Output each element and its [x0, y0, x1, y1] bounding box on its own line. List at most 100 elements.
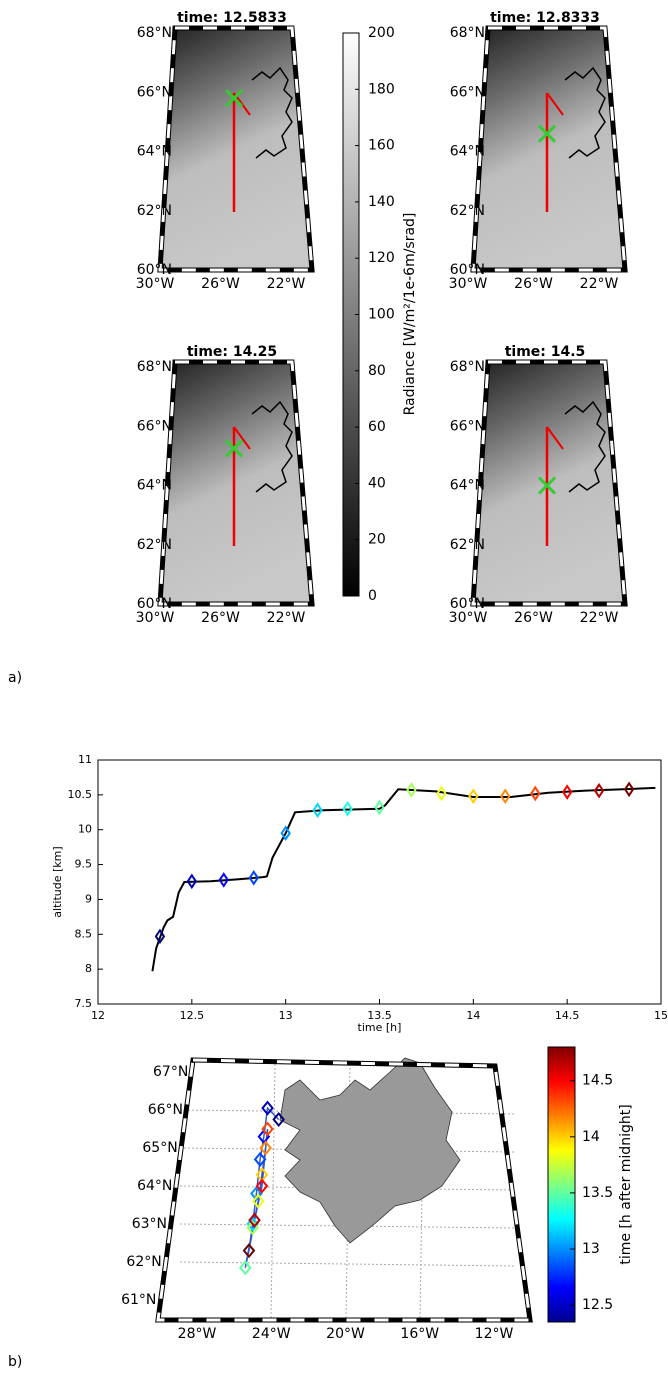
- y-tick-label: 10.5: [68, 788, 93, 801]
- map-frame: [158, 360, 314, 606]
- colorbar-tick-label: 13: [582, 1241, 600, 1257]
- lat-label: 60°N: [137, 262, 172, 278]
- x-tick-label: 12.5: [180, 1009, 205, 1022]
- lon-label: 30°W: [136, 610, 175, 626]
- flight-track: [546, 426, 564, 450]
- lon-label: 26°W: [201, 276, 240, 292]
- map-frame: [156, 1058, 532, 1322]
- lat-label: 64°N: [137, 144, 172, 160]
- time-marker: [623, 781, 635, 798]
- panel-title: time: 14.25: [187, 344, 277, 360]
- colorbar-tick-label: 14: [582, 1129, 600, 1145]
- track-marker: [246, 1216, 259, 1232]
- y-tick-label: 10: [78, 823, 92, 836]
- x-tick-label: 13: [279, 1009, 293, 1022]
- lon-label: 26°W: [514, 276, 553, 292]
- x-tick-label: 14: [466, 1009, 480, 1022]
- lon-label: 30°W: [449, 610, 488, 626]
- coastline: [251, 66, 293, 159]
- lon-label: 22°W: [267, 610, 306, 626]
- lat-label: 61°N: [121, 1292, 156, 1308]
- track-marker: [261, 1100, 274, 1116]
- lon-label: 20°W: [326, 1326, 365, 1342]
- time-marker: [154, 928, 166, 945]
- panel-title: time: 12.8333: [490, 10, 600, 26]
- time-marker: [436, 785, 447, 802]
- aircraft-marker: [537, 124, 557, 143]
- colorbar-tick-label: 40: [368, 475, 386, 491]
- aircraft-marker: [537, 476, 557, 495]
- satellite-image: [160, 362, 312, 604]
- colorbar-tick-label: 60: [368, 419, 386, 435]
- track-marker: [259, 1140, 272, 1156]
- panel-title: time: 14.5: [505, 344, 586, 360]
- lat-label: 60°N: [450, 596, 485, 612]
- panel-label: b): [8, 1354, 22, 1370]
- lat-label: 62°N: [137, 203, 172, 219]
- y-tick-label: 7.5: [75, 997, 93, 1010]
- aircraft-marker: [224, 439, 244, 458]
- track-marker: [261, 1121, 274, 1137]
- lat-label: 63°N: [132, 1216, 167, 1232]
- colorbar-tick-label: 100: [368, 307, 395, 323]
- time-marker: [530, 785, 541, 802]
- lat-label: 68°N: [137, 25, 172, 41]
- colorbar-tick-label: 12.5: [582, 1297, 613, 1313]
- time-marker: [312, 802, 323, 818]
- time-marker: [280, 825, 291, 842]
- lon-label: 22°W: [580, 610, 619, 626]
- colorbar-tick-label: 120: [368, 250, 395, 266]
- colorbar: [547, 1046, 576, 1323]
- lat-label: 67°N: [153, 1064, 188, 1080]
- lat-label: 64°N: [137, 478, 172, 494]
- track-marker: [238, 1260, 252, 1276]
- map-frame: [158, 26, 314, 272]
- lat-label: 62°N: [137, 537, 172, 553]
- colorbar-label: Radiance [W/m²/1e-6m/srad]: [402, 213, 418, 416]
- lon-label: 30°W: [449, 276, 488, 292]
- time-marker: [374, 799, 385, 816]
- colorbar-label: time [h after midnight]: [618, 1104, 634, 1264]
- x-tick-label: 14.5: [555, 1009, 580, 1022]
- colorbar-tick-label: 180: [368, 81, 395, 97]
- lat-label: 60°N: [137, 596, 172, 612]
- time-marker: [593, 782, 605, 799]
- track-marker: [255, 1178, 269, 1194]
- y-tick-label: 8: [85, 962, 92, 975]
- map-panel: time: 12.8333 68°N 66°N 64°N 62°N 60°N30°W 26°…: [449, 10, 628, 292]
- map-frame: [471, 26, 627, 272]
- colorbar-tick-label: 20: [368, 532, 386, 548]
- time-marker: [468, 788, 479, 805]
- lon-label: 28°W: [178, 1326, 217, 1342]
- colorbar-tick-label: 140: [368, 194, 395, 210]
- map-panel: time: 14.5 68°N 66°N 64°N 62°N 60°N30°W 26°W 22…: [449, 344, 628, 626]
- track-marker: [272, 1111, 285, 1128]
- colorbar-tick-label: 200: [368, 25, 395, 41]
- map-panel: time: 14.25 68°N 66°N 64°N 62°N 60°N30°W 26°W 2…: [136, 344, 315, 626]
- coastline: [564, 400, 606, 493]
- track-marker: [251, 1193, 265, 1209]
- panel-title: time: 12.5833: [177, 10, 287, 26]
- flight-track: [233, 426, 251, 450]
- colorbar-tick-label: 0: [368, 588, 377, 604]
- lat-label: 65°N: [142, 1140, 177, 1156]
- time-marker: [218, 872, 229, 888]
- lat-label: 66°N: [137, 418, 172, 434]
- satellite-image: [160, 28, 312, 270]
- coastline: [251, 400, 293, 493]
- map-frame: [471, 360, 627, 606]
- flight-track: [546, 92, 564, 116]
- colorbar-tick-label: 160: [368, 138, 395, 154]
- lat-label: 66°N: [450, 418, 485, 434]
- aircraft-marker: [224, 89, 244, 108]
- coastline: [564, 66, 606, 159]
- lon-label: 26°W: [201, 610, 240, 626]
- lat-label: 68°N: [137, 359, 172, 375]
- time-marker: [248, 870, 259, 886]
- x-axis-label: time [h]: [358, 1021, 402, 1034]
- y-tick-label: 8.5: [75, 927, 93, 940]
- time-marker: [406, 782, 417, 798]
- panel-label: a): [8, 670, 22, 686]
- lat-label: 60°N: [450, 262, 485, 278]
